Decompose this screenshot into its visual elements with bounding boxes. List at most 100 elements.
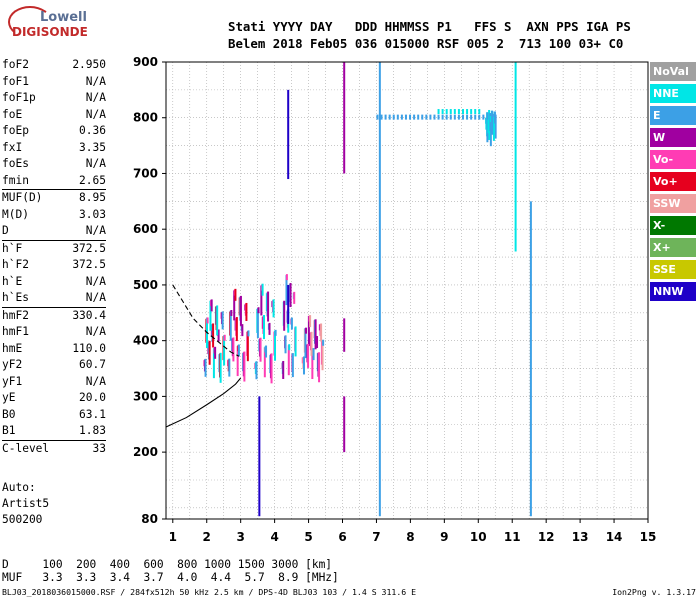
echo-mark [257, 307, 260, 314]
echo-mark [233, 290, 236, 321]
echo-mark [305, 327, 308, 334]
legend-item-vo: Vo- [650, 150, 696, 169]
echo-cluster-mark [445, 114, 448, 120]
param-value: N/A [85, 91, 106, 104]
echo-mark [235, 317, 238, 342]
param-value: N/A [85, 74, 106, 88]
param-name: hmF2 [2, 308, 29, 322]
echo-mark [489, 116, 492, 147]
echo-mark [490, 116, 493, 123]
param-value: 2.65 [79, 173, 106, 187]
echo-mark [247, 330, 250, 337]
param-value: N/A [85, 374, 106, 388]
echo-mark [283, 300, 286, 331]
param-value: 63.1 [79, 407, 106, 421]
param-row: M(D) 3.03 [2, 207, 106, 224]
param-value: N/A [85, 274, 106, 288]
param-row: hmF1 N/A [2, 324, 106, 341]
echo-cluster-mark [396, 114, 399, 120]
echo-mark [268, 322, 271, 335]
echo-mark [293, 291, 296, 304]
echo-streak [343, 318, 346, 352]
echo-mark [259, 337, 262, 362]
scaled-trace [172, 284, 240, 357]
echo-mark [320, 323, 323, 342]
echo-cluster-mark [478, 114, 481, 120]
param-name: fmin [2, 173, 29, 187]
x-tick-label: 4 [270, 530, 278, 544]
params-separator [2, 189, 106, 190]
echo-mark [239, 295, 242, 326]
echo-cluster-mark [392, 114, 395, 120]
param-name: h`F2 [2, 258, 29, 271]
echo-cluster-mark [425, 114, 428, 120]
y-tick-label: 300 [133, 389, 158, 403]
x-tick-label: 6 [338, 530, 346, 544]
param-name: foEp [2, 124, 29, 137]
echo-mark [204, 358, 207, 377]
param-row: foF2 2.950 [2, 57, 106, 74]
echo-mark [310, 331, 313, 356]
echo-cluster-mark [486, 114, 489, 120]
echo-mark [491, 110, 494, 135]
footer-version: Ion2Png v. 1.3.17 [612, 587, 696, 597]
y-tick-label: 600 [133, 222, 158, 236]
logo-line2: DIGISONDE [12, 25, 88, 39]
echo-cluster-mark [380, 114, 383, 120]
params-separator [2, 439, 106, 441]
echo-mark [245, 302, 248, 321]
echo-cluster-mark [457, 114, 460, 120]
param-name: yF2 [2, 358, 23, 371]
echo-mark [232, 337, 235, 362]
echo-mark [282, 360, 285, 379]
echo-cluster-mark [409, 114, 412, 120]
echo-mark [311, 349, 314, 380]
muf-row: MUF 3.3 3.3 3.4 3.7 4.0 4.4 5.7 8.9 [MHz… [2, 571, 339, 584]
plot-area [166, 62, 648, 519]
x-tick-label: 15 [640, 530, 657, 544]
param-name: h`F [2, 241, 23, 255]
param-value: 8.95 [79, 191, 106, 204]
echo-mark [307, 343, 310, 368]
echo-cluster-mark [404, 114, 407, 120]
param-name: foF1p [2, 91, 36, 104]
x-tick-label: 1 [169, 530, 177, 544]
param-name: B1 [2, 424, 16, 437]
echo-mark [494, 114, 497, 139]
echo-cluster-mark [388, 114, 391, 120]
param-value: 1.83 [79, 424, 106, 437]
echo-streak [343, 62, 346, 174]
echo-streak [529, 201, 532, 517]
x-tick-label: 3 [236, 530, 244, 544]
echo-mark [219, 352, 222, 383]
echo-mark [290, 317, 293, 330]
echo-mark [284, 335, 287, 354]
echo-cluster-mark [482, 114, 485, 120]
param-name: foEs [2, 157, 29, 170]
echo-mark [309, 315, 312, 328]
echo-mark [255, 361, 258, 380]
legend-item-w: W [650, 128, 696, 147]
param-row: C-level 33 [2, 441, 106, 458]
echo-mark [285, 275, 288, 306]
param-name: h`Es [2, 291, 29, 304]
param-name: D [2, 224, 9, 237]
echo-mark [223, 335, 226, 366]
param-row: D N/A [2, 223, 106, 240]
auto-code: 500200 [2, 513, 43, 526]
polarization-legend: NoVal NNE E W Vo- Vo+ SSW X- X+ SSE NNW [650, 62, 696, 304]
echo-mark [229, 310, 232, 341]
echo-mark [485, 117, 488, 130]
x-tick-label: 9 [440, 530, 448, 544]
echo-cluster-mark [461, 109, 464, 115]
echo-mark [307, 316, 310, 347]
echo-mark [208, 340, 211, 365]
distance-row: D 100 200 400 600 800 1000 1500 3000 [km… [2, 558, 333, 571]
echo-streak [378, 62, 381, 517]
echo-mark [312, 348, 315, 361]
param-row: yF1 N/A [2, 374, 106, 391]
scaled-parameters-panel: foF2 2.950 foF1 N/A foF1p N/A foE N/A foEp 0.36 fx… [2, 57, 106, 457]
echo-mark [321, 340, 324, 371]
echo-mark [270, 353, 273, 384]
param-value: 0.36 [79, 124, 106, 137]
